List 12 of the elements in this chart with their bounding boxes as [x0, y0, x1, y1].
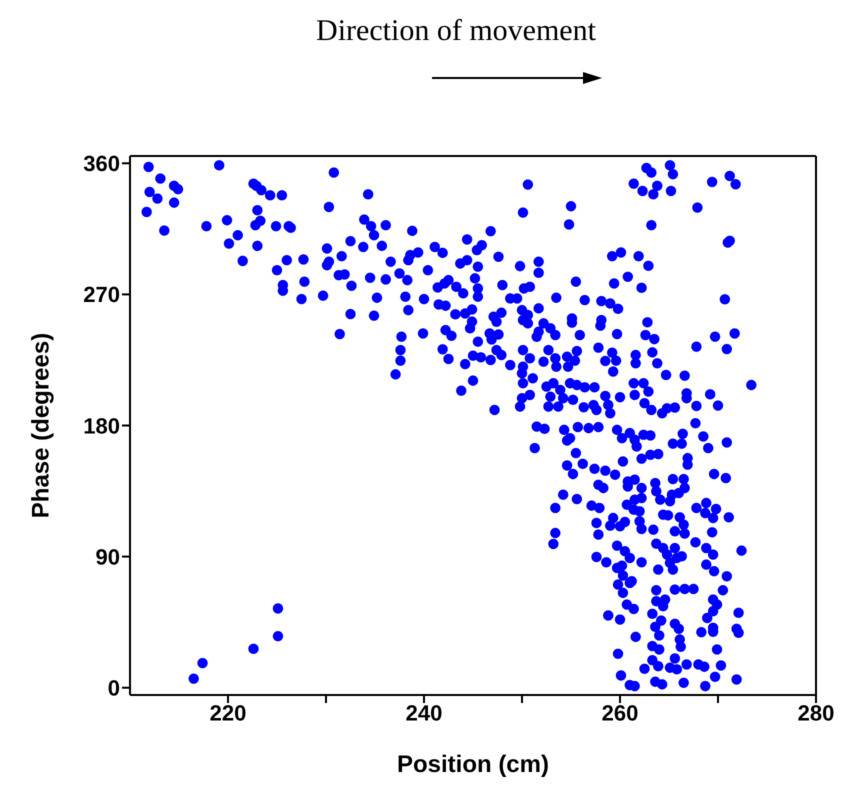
- x-tick-label: 220: [210, 700, 246, 726]
- x-tick-label: 280: [798, 700, 834, 726]
- y-tick-label: 360: [83, 151, 120, 176]
- x-tick-label: 260: [602, 700, 638, 726]
- x-tick-label: 240: [406, 700, 442, 726]
- y-tick-label: 270: [83, 282, 120, 308]
- y-tick-label: 0: [108, 676, 120, 701]
- y-axis-title: Phase (degrees): [28, 332, 55, 518]
- chart-title: Direction of movement: [315, 14, 597, 48]
- x-axis-title: Position (cm): [396, 751, 550, 778]
- y-tick-label: 90: [96, 544, 120, 570]
- y-tick-label: 180: [83, 413, 120, 438]
